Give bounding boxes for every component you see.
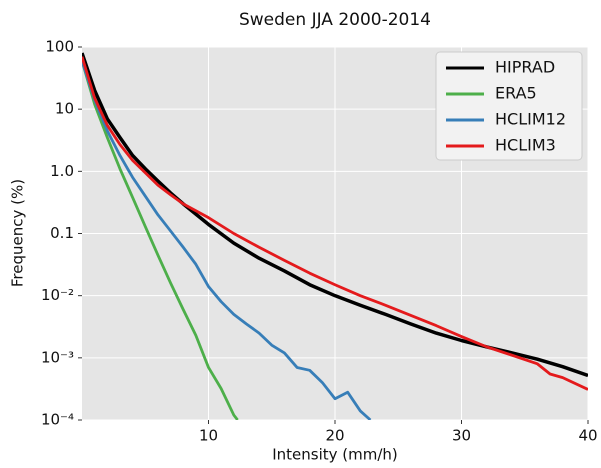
legend-label: HCLIM12 <box>495 110 566 129</box>
y-tick-label: 10⁻² <box>41 286 74 304</box>
y-tick-label: 0.1 <box>50 224 74 242</box>
y-tick-label: 10⁻³ <box>41 348 74 366</box>
y-tick-label: 10 <box>55 100 74 118</box>
x-tick-label: 10 <box>199 427 218 445</box>
legend: HIPRAD ERA5 HCLIM12 HCLIM3 <box>446 58 566 155</box>
x-tick-label: 20 <box>325 427 344 445</box>
x-tick-label: 40 <box>578 427 597 445</box>
lines <box>82 52 588 420</box>
x-axis-label: Intensity (mm/h) <box>272 446 398 464</box>
x-tick-label: 30 <box>452 427 471 445</box>
y-tick-label: 100 <box>45 38 74 56</box>
chart-title: Sweden JJA 2000-2014 <box>239 10 431 30</box>
y-axis-label: Frequency (%) <box>9 179 27 287</box>
y-tick-label: 10⁻⁴ <box>41 411 74 429</box>
legend-label: ERA5 <box>495 84 537 103</box>
series-line <box>82 56 588 391</box>
legend-box <box>435 51 583 161</box>
y-tick-label: 1.0 <box>50 162 74 180</box>
legend-label: HCLIM3 <box>495 136 556 155</box>
series-line <box>82 60 239 420</box>
series-line <box>82 60 372 420</box>
legend-label: HIPRAD <box>495 58 555 77</box>
